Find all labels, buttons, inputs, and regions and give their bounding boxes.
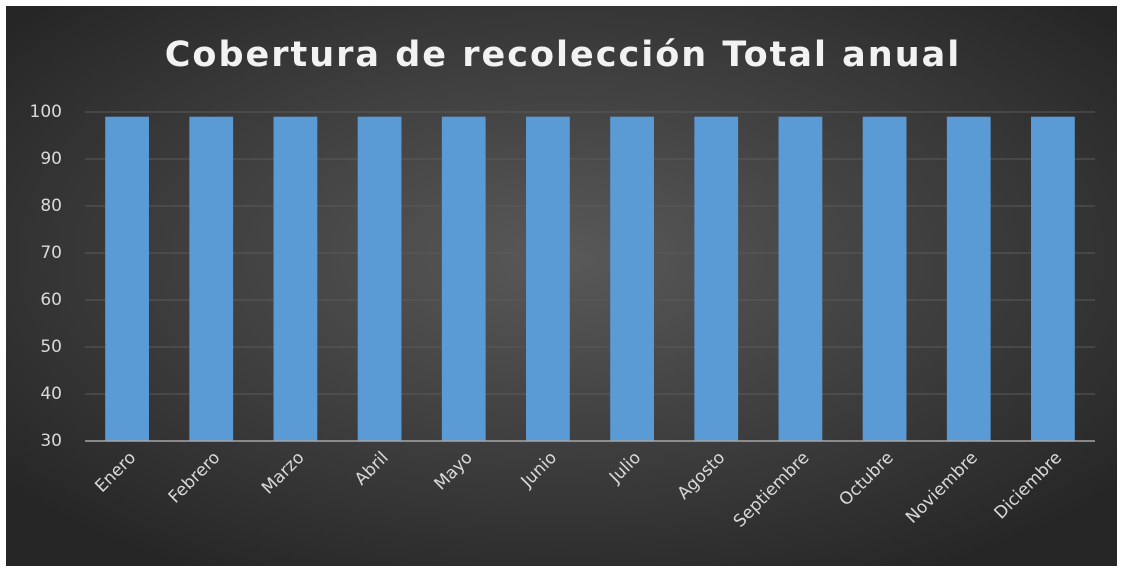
bar — [610, 116, 654, 441]
bar — [946, 116, 991, 441]
bar — [273, 116, 318, 441]
y-tick-label: 50 — [40, 337, 62, 357]
bar — [526, 116, 570, 441]
bar — [105, 116, 149, 441]
y-tick-label: 70 — [40, 243, 62, 263]
bar — [189, 116, 234, 441]
bar — [357, 116, 402, 441]
y-tick-label: 90 — [40, 149, 62, 169]
y-tick-label: 100 — [30, 102, 62, 122]
y-tick-label: 80 — [40, 196, 62, 216]
bar — [862, 116, 907, 441]
y-tick-label: 60 — [40, 290, 62, 310]
bar — [441, 116, 486, 441]
bar — [1031, 116, 1075, 441]
bar — [778, 116, 823, 441]
bar — [694, 116, 739, 441]
y-tick-label: 30 — [40, 431, 62, 451]
chart-title: Cobertura de recolección Total anual — [165, 35, 962, 75]
y-tick-label: 40 — [40, 384, 62, 404]
